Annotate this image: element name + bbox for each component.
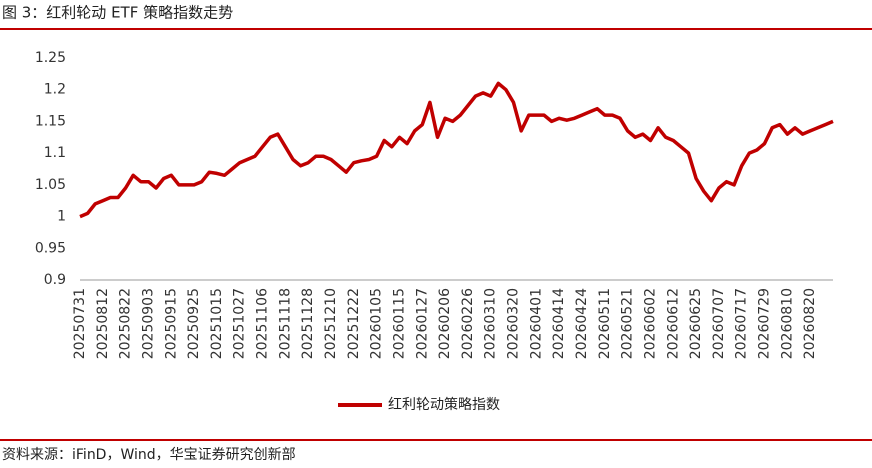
x-tick-label: 20260602	[642, 288, 658, 359]
x-tick-label: 20260310	[483, 288, 499, 359]
x-tick-label: 20250812	[95, 288, 111, 359]
x-tick-label: 20260115	[391, 288, 407, 359]
header-rule	[0, 28, 872, 30]
y-tick-label: 1.25	[35, 50, 66, 66]
x-tick-label: 20250731	[72, 288, 88, 359]
x-tick-label: 20260127	[414, 288, 430, 359]
x-tick-label: 20260320	[506, 288, 522, 359]
source-note: 资料来源：iFinD，Wind，华宝证券研究创新部	[2, 447, 296, 463]
x-tick-label: 20260401	[528, 288, 544, 359]
legend-label: 红利轮动策略指数	[388, 396, 500, 413]
x-tick-label: 20250925	[186, 288, 202, 359]
y-tick-label: 1.1	[44, 145, 66, 161]
x-tick-label: 20260511	[597, 288, 613, 359]
x-tick-label: 20260424	[574, 288, 590, 359]
x-tick-label: 20250903	[140, 288, 156, 359]
x-tick-label: 20251222	[346, 288, 362, 359]
chart-title: 图 3：红利轮动 ETF 策略指数走势	[2, 4, 233, 22]
y-tick-label: 1.2	[44, 82, 66, 98]
x-tick-label: 20260206	[437, 288, 453, 359]
y-tick-label: 0.9	[44, 272, 66, 288]
x-tick-label: 20260625	[688, 288, 704, 359]
x-tick-label: 20251118	[277, 288, 293, 359]
x-tick-label: 20260105	[369, 288, 385, 359]
x-tick-label: 20260612	[665, 288, 681, 359]
series-line	[79, 81, 834, 219]
x-tick-label: 20250915	[163, 288, 179, 359]
footer-rule	[0, 439, 872, 441]
x-tick-label: 20251027	[232, 288, 248, 359]
x-tick-label: 20260810	[779, 288, 795, 359]
x-tick-label: 20251210	[323, 288, 339, 359]
y-tick-label: 1.15	[35, 113, 66, 129]
x-tick-label: 20260707	[711, 288, 727, 359]
x-tick-label: 20260729	[757, 288, 773, 359]
x-tick-label: 20260521	[620, 288, 636, 359]
x-tick-label: 20251015	[209, 288, 225, 359]
y-tick-label: 1.05	[35, 177, 66, 193]
x-tick-label: 20251106	[255, 288, 271, 359]
x-tick-label: 20260414	[551, 288, 567, 359]
x-tick-label: 20260226	[460, 288, 476, 359]
x-tick-label: 20250822	[118, 288, 134, 359]
y-tick-label: 0.95	[35, 240, 66, 256]
x-tick-label: 20260820	[802, 288, 818, 359]
y-tick-label: 1	[57, 209, 66, 225]
x-tick-label: 20251128	[300, 288, 316, 359]
x-tick-label: 20260717	[734, 288, 750, 359]
